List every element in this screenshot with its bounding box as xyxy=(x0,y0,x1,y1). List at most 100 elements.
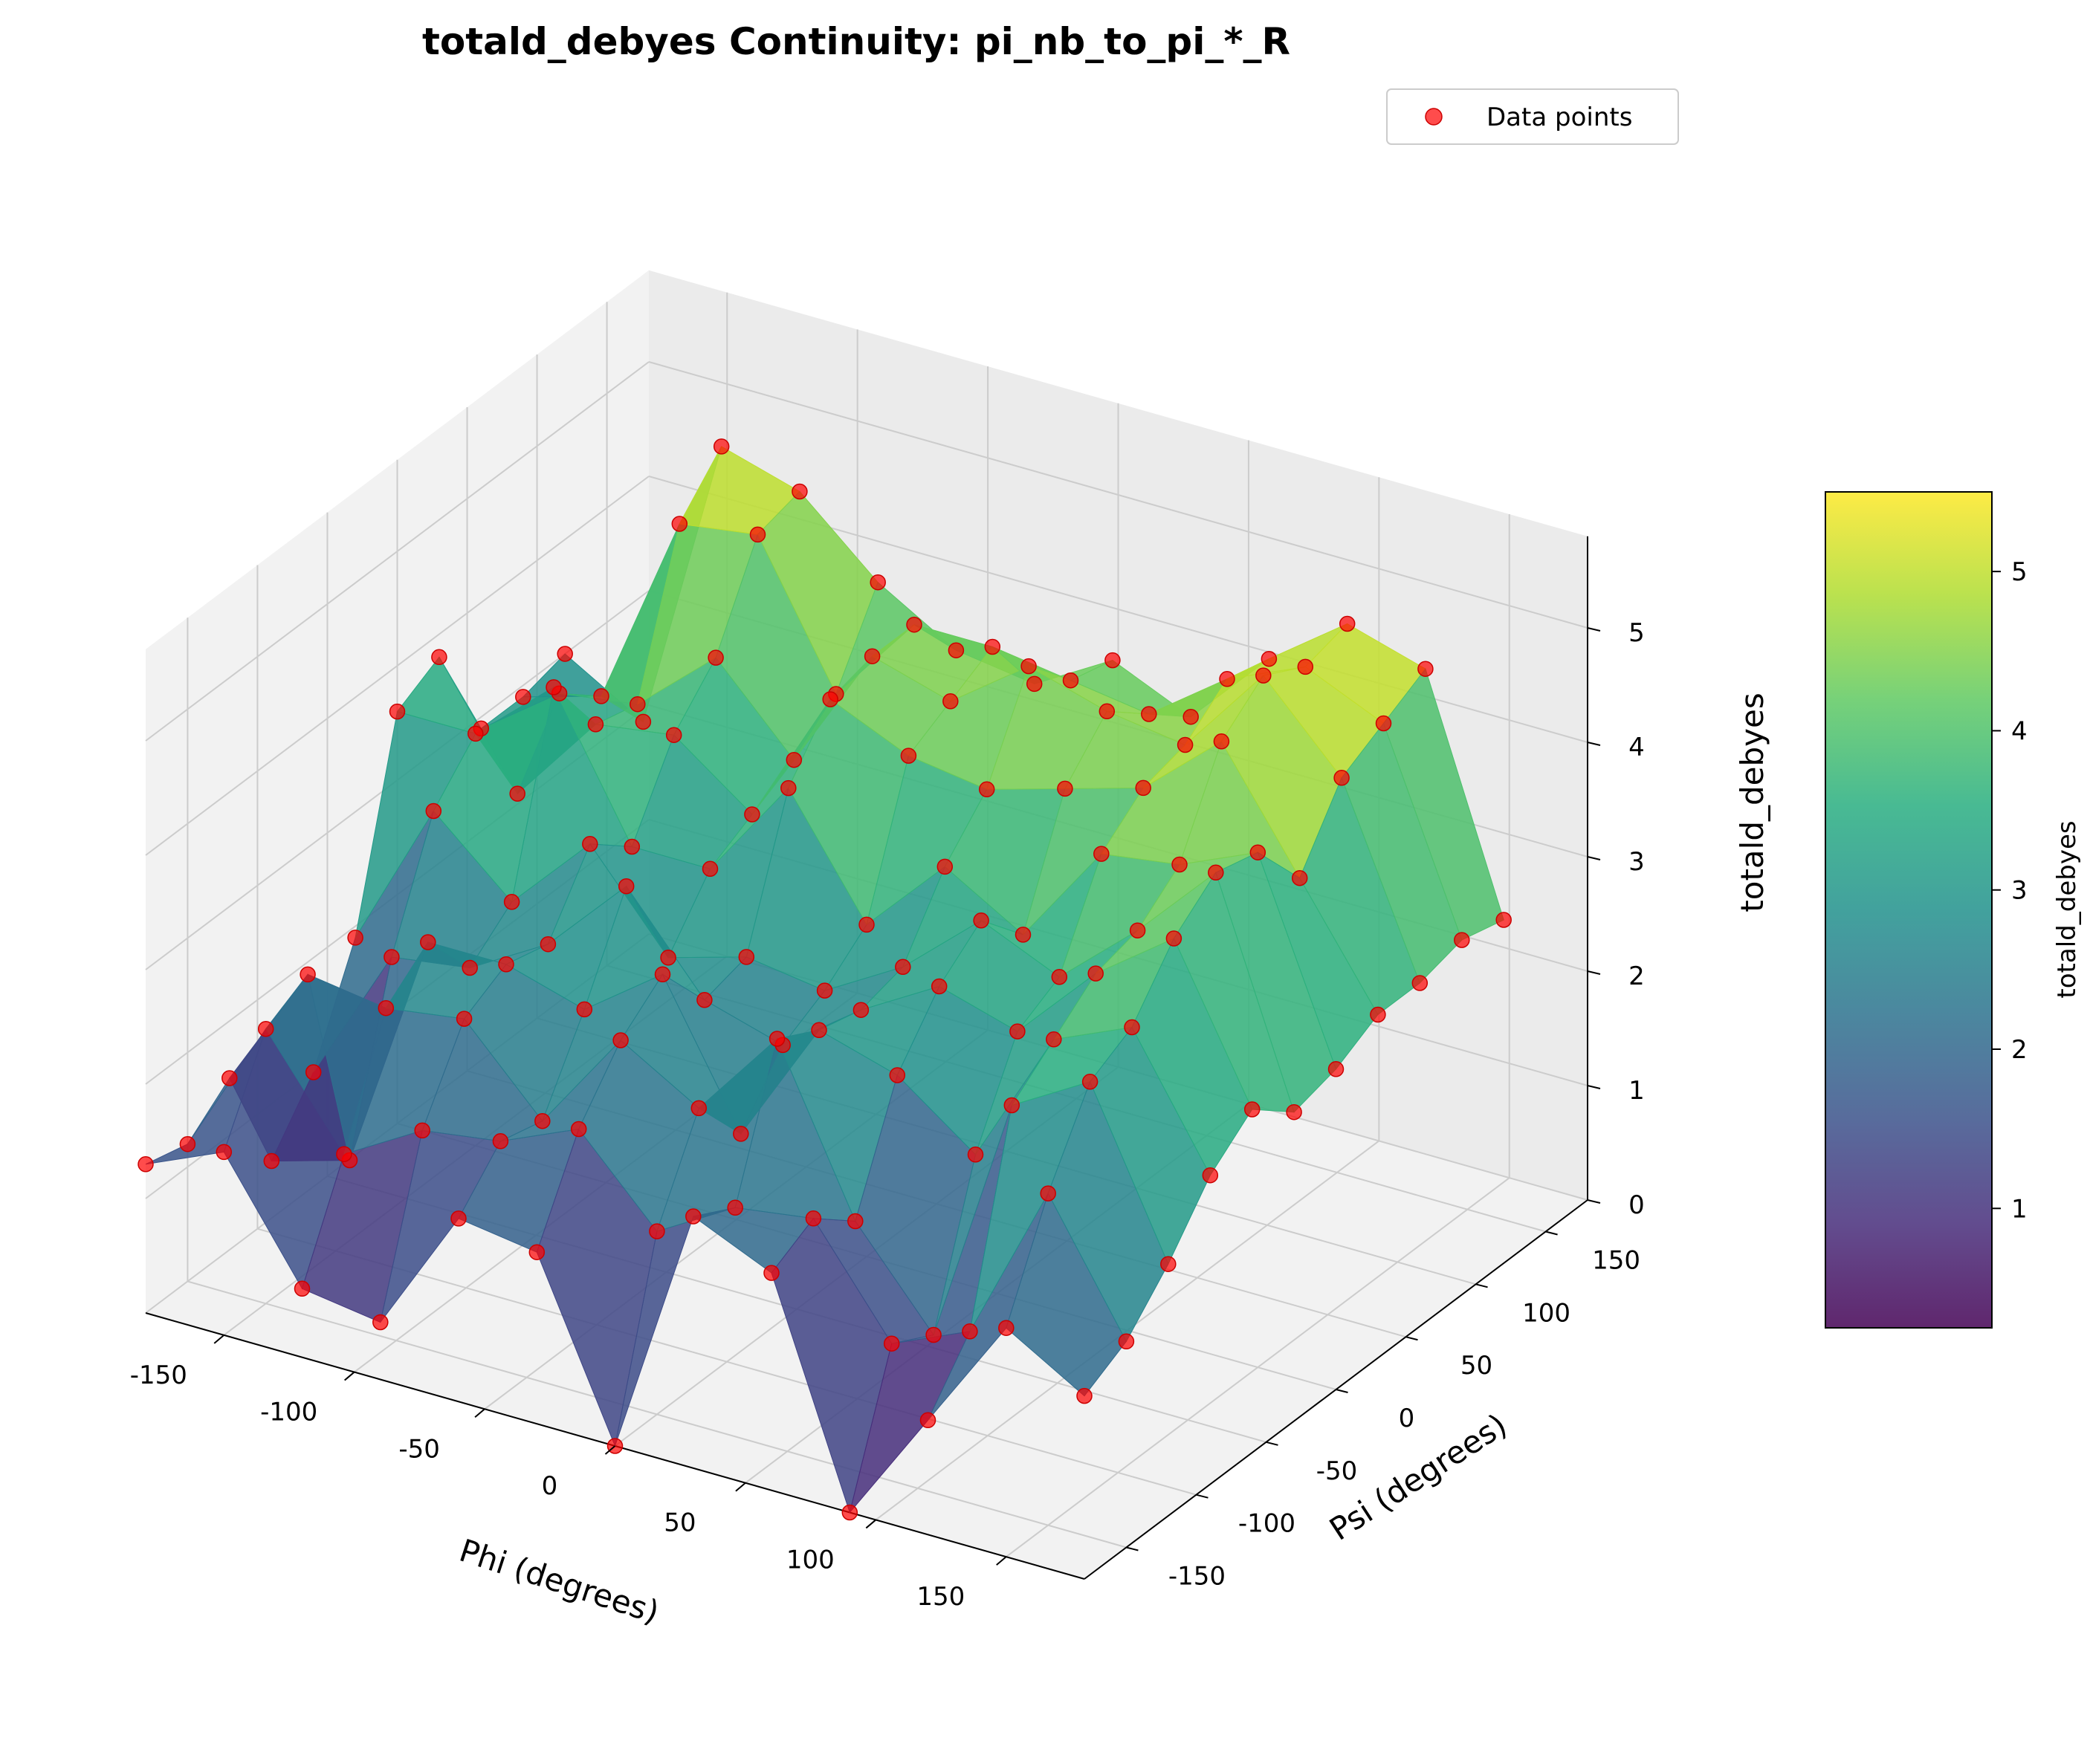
data-point xyxy=(702,860,719,878)
y-tick-label: -100 xyxy=(1238,1509,1295,1539)
data-point xyxy=(138,1156,154,1173)
z-tick-mark xyxy=(1587,1085,1601,1089)
x-tick-mark xyxy=(865,1519,876,1529)
colorbar-tick-label: 1 xyxy=(2011,1194,2028,1224)
tick-labels: -150-100-50050100150-150-100-50050100150… xyxy=(130,618,1645,1612)
colorbar-tick-label: 3 xyxy=(2011,876,2028,906)
data-point xyxy=(1249,844,1266,860)
data-point xyxy=(1327,1061,1345,1077)
data-point xyxy=(1099,703,1116,720)
data-point xyxy=(690,1100,708,1117)
x-tick-label: -50 xyxy=(398,1434,440,1464)
data-point xyxy=(1062,672,1079,689)
data-point xyxy=(179,1135,196,1152)
data-point xyxy=(973,912,989,929)
grid-line xyxy=(187,1280,1127,1549)
colorbar: 1 2 3 4 5 totald_debyes xyxy=(1825,491,2082,1329)
z-tick-label: 5 xyxy=(1628,618,1645,648)
data-point xyxy=(889,1067,906,1083)
data-point xyxy=(769,1031,786,1047)
x-tick-mark xyxy=(735,1482,746,1492)
data-point xyxy=(984,638,1001,655)
data-point xyxy=(847,1213,864,1230)
data-point xyxy=(1177,736,1194,753)
data-point xyxy=(1015,927,1032,943)
z-tick-mark xyxy=(1587,1199,1601,1204)
grid-line xyxy=(145,476,650,856)
data-point xyxy=(654,966,671,983)
data-point xyxy=(257,1020,274,1037)
data-point xyxy=(1020,658,1037,675)
data-point xyxy=(1182,708,1199,725)
data-point xyxy=(546,679,562,695)
data-point xyxy=(749,526,766,543)
surface xyxy=(145,446,1504,1514)
x-tick-label: -150 xyxy=(130,1361,187,1390)
data-point xyxy=(906,616,922,633)
data-point xyxy=(665,727,682,743)
colorbar-gradient xyxy=(1825,491,1993,1329)
data-point xyxy=(462,959,478,976)
data-point xyxy=(1370,1006,1386,1023)
x-tick-mark xyxy=(996,1556,1007,1566)
data-point xyxy=(1124,1019,1140,1036)
data-point xyxy=(384,949,400,965)
x-tick-label: 0 xyxy=(542,1471,558,1501)
data-point xyxy=(1219,671,1235,687)
data-point xyxy=(503,894,520,910)
colorbar-tick-label: 5 xyxy=(2011,557,2028,587)
data-point xyxy=(1454,932,1470,948)
colorbar-tick-label: 2 xyxy=(2011,1035,2028,1065)
data-point xyxy=(1087,965,1104,982)
data-point xyxy=(895,959,911,976)
z-tick-mark xyxy=(1587,856,1601,860)
x-tick-label: 100 xyxy=(786,1545,835,1575)
data-point xyxy=(708,649,724,666)
data-point xyxy=(1243,1101,1261,1118)
data-point xyxy=(792,483,808,500)
data-point xyxy=(414,1122,430,1139)
data-point xyxy=(300,966,316,983)
data-point xyxy=(1213,733,1230,750)
data-point xyxy=(998,1320,1015,1336)
z-tick-mark xyxy=(1587,970,1601,975)
colorbar-tick-label: 4 xyxy=(2011,716,2028,746)
data-point xyxy=(515,689,531,705)
data-point xyxy=(1286,1103,1302,1121)
y-tick-label: 0 xyxy=(1399,1404,1415,1433)
data-point xyxy=(1046,1031,1062,1048)
data-point xyxy=(1057,780,1073,797)
x-tick-label: -100 xyxy=(260,1398,317,1427)
data-point xyxy=(967,1147,984,1163)
data-point xyxy=(378,999,395,1016)
data-point xyxy=(1208,864,1224,881)
y-tick-mark xyxy=(1475,1283,1488,1288)
data-point xyxy=(347,930,363,946)
x-tick-label: 50 xyxy=(664,1508,696,1538)
data-point xyxy=(221,1070,238,1086)
data-point xyxy=(389,703,406,720)
data-point xyxy=(870,574,886,591)
z-tick-mark xyxy=(1587,627,1601,632)
data-point xyxy=(305,1064,322,1080)
data-point xyxy=(1495,912,1512,928)
data-point xyxy=(948,642,965,658)
data-point xyxy=(1141,706,1157,722)
data-point xyxy=(1171,856,1188,873)
data-point xyxy=(1118,1333,1135,1350)
z-tick-mark xyxy=(1587,742,1601,746)
data-point xyxy=(919,1412,936,1429)
x-tick-mark xyxy=(344,1371,355,1381)
data-point xyxy=(671,516,688,532)
y-tick-mark xyxy=(1126,1546,1139,1551)
data-point xyxy=(780,779,797,797)
y-tick-mark xyxy=(1545,1230,1558,1236)
y-tick-mark xyxy=(1266,1441,1278,1446)
data-point xyxy=(883,1335,900,1352)
data-point xyxy=(450,1210,467,1227)
data-point xyxy=(1411,975,1429,991)
colorbar-label: totald_debyes xyxy=(2052,820,2082,998)
data-point xyxy=(805,1210,822,1227)
